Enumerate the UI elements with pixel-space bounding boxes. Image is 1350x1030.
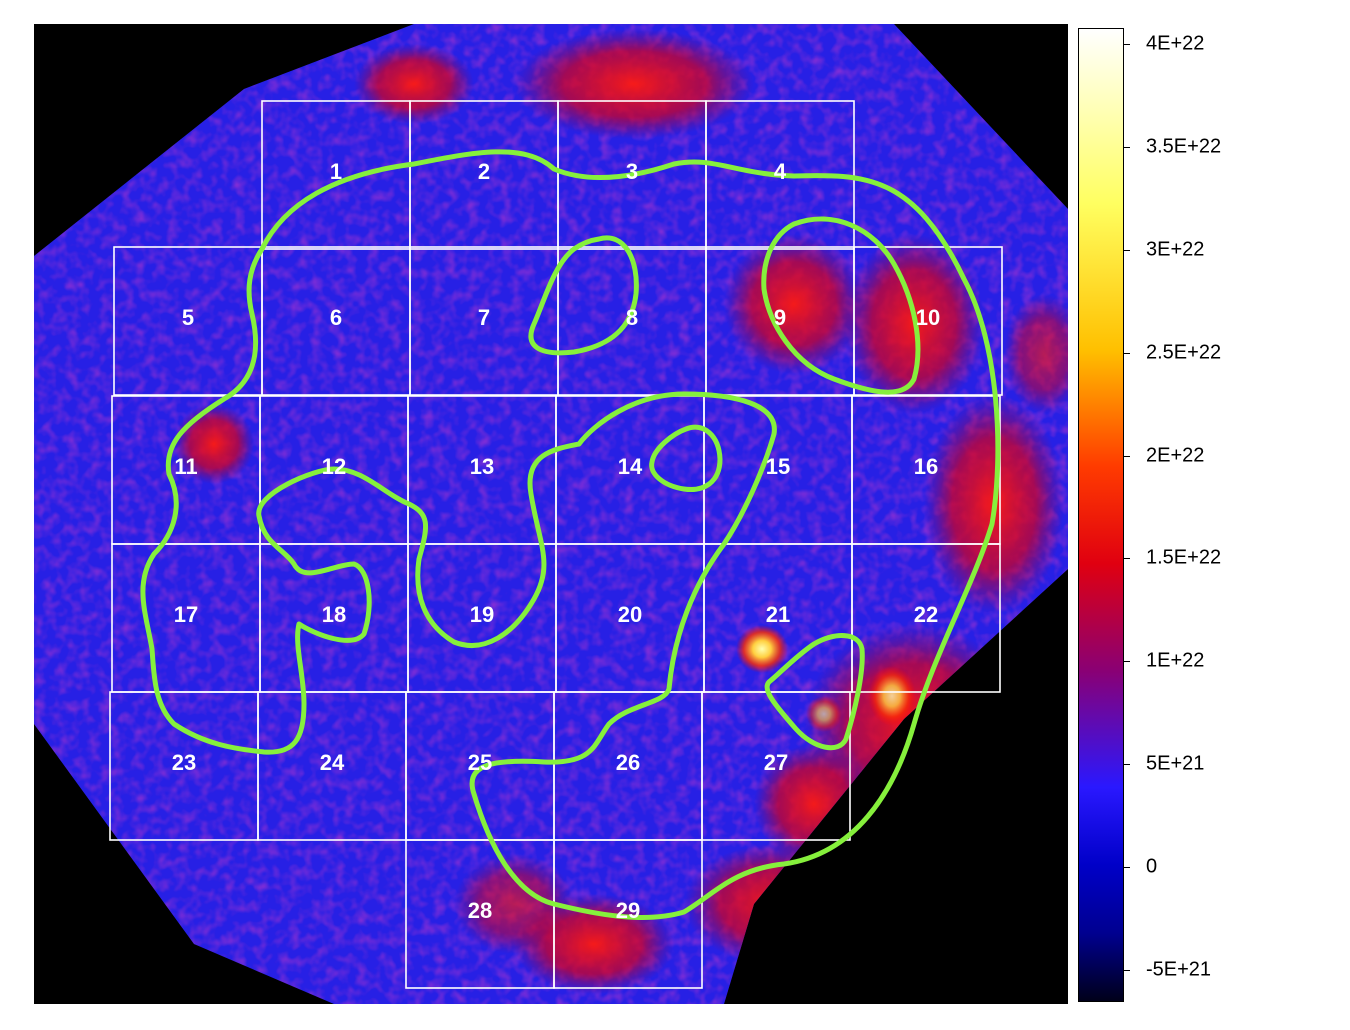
contour-14	[649, 424, 723, 493]
region-label: 27	[764, 750, 788, 775]
colorbar-tick-mark	[1124, 867, 1130, 869]
region-label: 2	[478, 159, 490, 184]
colorbar	[1078, 28, 1124, 1002]
region-label: 10	[916, 305, 940, 330]
region-label: 13	[470, 454, 494, 479]
colorbar-tick-label: 2E+22	[1146, 444, 1205, 467]
region-label: 12	[322, 454, 346, 479]
colorbar-tick-label: 3E+22	[1146, 238, 1205, 261]
colorbar-tick-label: 1E+22	[1146, 649, 1205, 672]
colorbar-tick-mark	[1124, 352, 1130, 354]
colorbar-tick-mark	[1124, 146, 1130, 148]
field-of-view	[34, 24, 1068, 1004]
region-label: 28	[468, 898, 492, 923]
colorbar-tick-mark	[1124, 764, 1130, 766]
region-label: 6	[330, 305, 342, 330]
region-label: 24	[320, 750, 345, 775]
colorbar-tick-label: 4E+22	[1146, 32, 1205, 55]
contour-9-10	[761, 216, 921, 395]
region-label: 7	[478, 305, 490, 330]
region-label: 17	[174, 602, 198, 627]
region-label: 14	[618, 454, 643, 479]
colorbar-tick-label: 5E+21	[1146, 752, 1205, 775]
column-density-map: 1 2 3 4 5 6 7 8 9 10 11 12 13 14 15 16 17 18 19 20 21 22 23 24 2…	[34, 24, 1068, 1004]
region-grid	[109, 100, 1003, 989]
colorbar-tick-label: 0	[1146, 855, 1158, 878]
contour-outer	[140, 149, 1001, 920]
region-label: 3	[626, 159, 638, 184]
region-label: 16	[914, 454, 938, 479]
colorbar-tick-mark	[1124, 558, 1130, 560]
region-box	[553, 839, 703, 989]
region-label: 29	[616, 898, 640, 923]
region-label: 23	[172, 750, 196, 775]
region-label: 8	[626, 305, 638, 330]
region-box	[701, 691, 851, 841]
region-box	[853, 246, 1003, 396]
region-label: 5	[182, 305, 194, 330]
region-label: 19	[470, 602, 494, 627]
contours	[140, 149, 1001, 920]
colorbar-tick-label: 2.5E+22	[1146, 341, 1222, 364]
region-label: 11	[174, 454, 197, 479]
colorbar-tick-mark	[1124, 249, 1130, 251]
region-label: 9	[774, 305, 786, 330]
colorbar-tick-mark	[1124, 44, 1130, 45]
region-label: 26	[616, 750, 640, 775]
region-label: 4	[774, 159, 787, 184]
region-label: 22	[914, 602, 938, 627]
colorbar-tick-label: -5E+21	[1146, 958, 1212, 981]
region-label: 21	[766, 602, 790, 627]
colorbar-tick-label: 1.5E+22	[1146, 546, 1222, 569]
region-label: 1	[330, 159, 342, 184]
region-label: 15	[766, 454, 790, 479]
colorbar-tick-label: 3.5E+22	[1146, 135, 1222, 158]
contour-21	[764, 633, 865, 751]
region-label: 25	[468, 750, 492, 775]
colorbar-tick-mark	[1124, 970, 1130, 971]
region-box	[705, 100, 855, 250]
region-label: 18	[322, 602, 346, 627]
colorbar-tick-mark	[1124, 661, 1130, 663]
region-label: 20	[618, 602, 642, 627]
colorbar-tick-mark	[1124, 455, 1130, 457]
contour-8	[528, 235, 639, 356]
